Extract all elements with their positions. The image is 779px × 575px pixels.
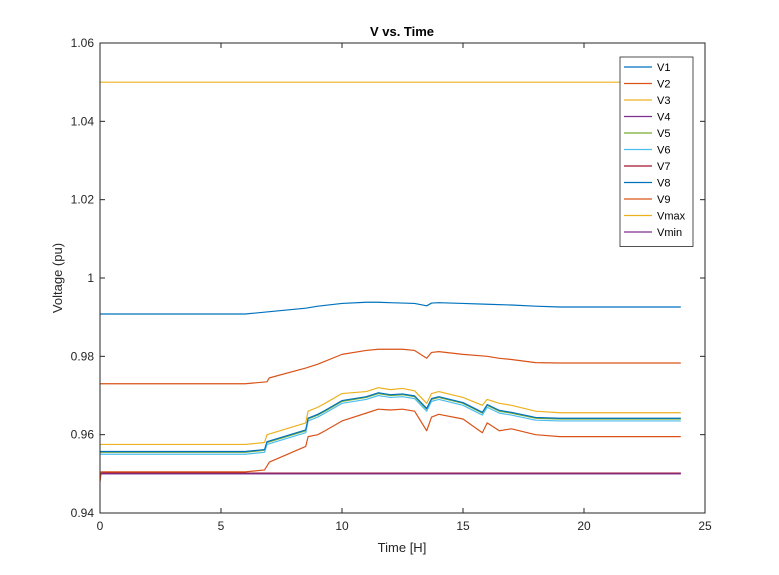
legend-label-v4: V4 — [657, 112, 670, 124]
legend-label-v6: V6 — [657, 145, 670, 157]
x-tick-label: 20 — [577, 519, 591, 533]
legend-label-v7: V7 — [657, 161, 670, 173]
y-tick-label: 1.06 — [71, 36, 95, 50]
series-line-v6 — [100, 394, 681, 455]
legend-label-vmax: Vmax — [657, 211, 686, 223]
legend-label-v1: V1 — [657, 62, 670, 74]
y-tick-label: 0.96 — [71, 428, 95, 442]
legend-label-v8: V8 — [657, 178, 670, 190]
legend-label-v9: V9 — [657, 194, 670, 206]
x-tick-label: 15 — [456, 519, 470, 533]
series-line-v9 — [99, 408, 681, 482]
chart-title: V vs. Time — [370, 24, 434, 39]
series-line-v2 — [100, 348, 681, 385]
x-tick-label: 5 — [218, 519, 225, 533]
legend-label-v5: V5 — [657, 128, 670, 140]
x-tick-label: 0 — [97, 519, 104, 533]
legend-label-vmin: Vmin — [657, 227, 682, 239]
x-axis-title: Time [H] — [378, 540, 427, 555]
series-line-v8 — [100, 392, 681, 453]
x-tick-label: 25 — [698, 519, 712, 533]
legend-label-v3: V3 — [657, 95, 670, 107]
series-line-v3 — [100, 387, 681, 446]
y-tick-label: 0.94 — [71, 506, 95, 520]
ticks-layer: 0 5 10 15 20 25 0.94 0.96 0.98 1 1.02 1.04 1.06 — [71, 36, 712, 533]
series-line-v1 — [100, 301, 681, 315]
y-tick-label: 1.04 — [71, 114, 95, 128]
legend-label-v2: V2 — [657, 79, 670, 91]
x-tick-label: 10 — [335, 519, 349, 533]
legend: V1 V2 V3 V4 V5 V6 V7 V8 V9 Vmax Vmin — [619, 56, 694, 247]
plot-area — [100, 43, 705, 513]
y-axis-title: Voltage (pu) — [50, 243, 65, 313]
y-tick-label: 1 — [87, 271, 94, 285]
series-layer — [99, 81, 681, 482]
y-tick-label: 0.98 — [71, 349, 95, 363]
y-tick-label: 1.02 — [71, 193, 95, 207]
